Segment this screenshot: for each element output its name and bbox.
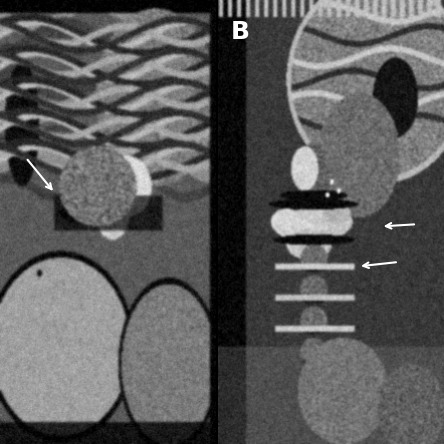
- Text: B: B: [230, 20, 250, 44]
